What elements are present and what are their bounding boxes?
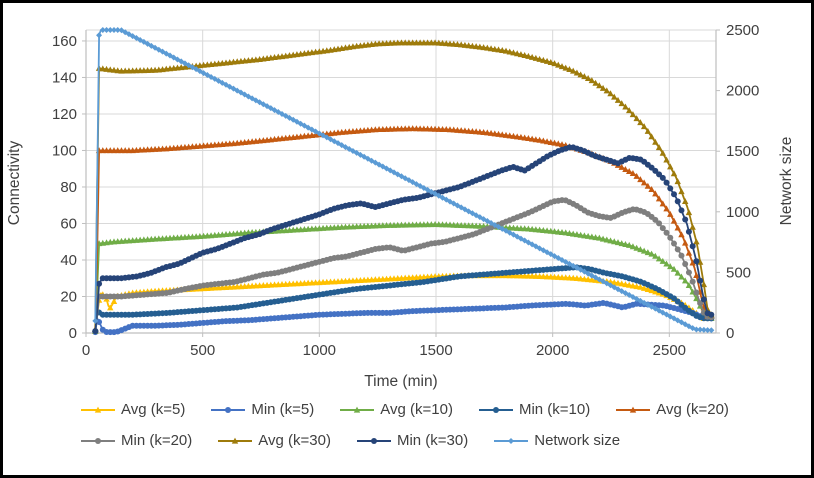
series-min-k-10	[92, 264, 715, 335]
series-avg-k-30	[92, 39, 715, 332]
legend-item-min-k-20: Min (k=20)	[81, 432, 192, 449]
axis-labels: Connectivity Network size Time (min)	[6, 137, 795, 390]
circle-marker-icon	[478, 406, 513, 413]
legend-label: Min (k=5)	[251, 401, 315, 418]
y-right-tick: 0	[726, 325, 734, 342]
legend-label: Network size	[534, 432, 621, 449]
y-right-tick: 500	[726, 264, 751, 281]
legend-item-avg-k-5: Avg (k=5)	[81, 401, 185, 418]
series-network-size	[92, 27, 715, 334]
legend-label: Min (k=10)	[518, 401, 591, 418]
legend-item-avg-k-20: Avg (k=20)	[616, 401, 729, 418]
legend-item-min-k-5: Min (k=5)	[211, 401, 314, 418]
legend-item-avg-k-30: Avg (k=30)	[218, 432, 331, 449]
circle-marker-icon	[211, 406, 246, 413]
x-tick: 500	[190, 342, 215, 359]
left-axis-title: Connectivity	[6, 141, 23, 226]
x-tick: 1500	[419, 342, 452, 359]
legend-item-avg-k-10: Avg (k=10)	[340, 401, 453, 418]
circle-marker-icon	[356, 437, 391, 444]
axes: 0 20 40 60 80 100 120 140 160 0 500 1000 1500 2000 250…	[52, 22, 759, 359]
y-right-tick: 2000	[726, 83, 759, 100]
y-right-tick: 1000	[726, 204, 759, 221]
legend-label: Avg (k=10)	[380, 401, 453, 418]
x-tick: 1000	[303, 342, 336, 359]
y-left-tick: 160	[52, 33, 77, 50]
y-right-tick: 1500	[726, 143, 759, 160]
legend-label: Avg (k=5)	[121, 401, 186, 418]
x-tick: 2000	[536, 342, 569, 359]
y-left-tick: 100	[52, 142, 77, 159]
diamond-marker-icon	[494, 437, 529, 444]
legend-item-network-size: Network size	[494, 432, 620, 449]
y-right-tick: 2500	[726, 22, 759, 39]
y-left-tick: 40	[60, 252, 77, 269]
series-avg-k-10	[92, 221, 715, 334]
series-avg-k-20	[92, 125, 715, 332]
legend-item-min-k-10: Min (k=10)	[478, 401, 591, 418]
triangle-marker-icon	[218, 437, 253, 444]
legend-label: Min (k=30)	[396, 432, 469, 449]
y-left-tick: 120	[52, 106, 77, 123]
right-axis-title: Network size	[778, 137, 795, 226]
data-series	[92, 27, 715, 336]
series-min-k-30	[92, 144, 715, 335]
legend-label: Min (k=20)	[121, 432, 193, 449]
y-left-tick: 80	[60, 179, 77, 196]
connectivity-chart: 0 20 40 60 80 100 120 140 160 0 500 1000 1500 2000 250…	[6, 22, 795, 390]
triangle-marker-icon	[81, 406, 115, 413]
chart-legend: Avg (k=5) Min (k=5) Avg (k=10) Min (k=10) Av…	[81, 401, 761, 449]
legend-item-min-k-30: Min (k=30)	[356, 432, 469, 449]
x-tick: 0	[82, 342, 90, 359]
legend-label: Avg (k=30)	[258, 432, 331, 449]
y-left-tick: 0	[69, 325, 77, 342]
y-left-tick: 20	[60, 288, 77, 305]
x-tick: 2500	[653, 342, 686, 359]
legend-label: Avg (k=20)	[656, 401, 729, 418]
triangle-marker-icon	[340, 406, 375, 413]
y-left-tick: 140	[52, 69, 77, 86]
series-min-k-5	[92, 300, 715, 336]
circle-marker-icon	[81, 437, 115, 444]
y-left-tick: 60	[60, 215, 77, 232]
series-min-k-20	[92, 197, 715, 335]
x-axis-title: Time (min)	[364, 373, 437, 390]
triangle-marker-icon	[616, 406, 651, 413]
